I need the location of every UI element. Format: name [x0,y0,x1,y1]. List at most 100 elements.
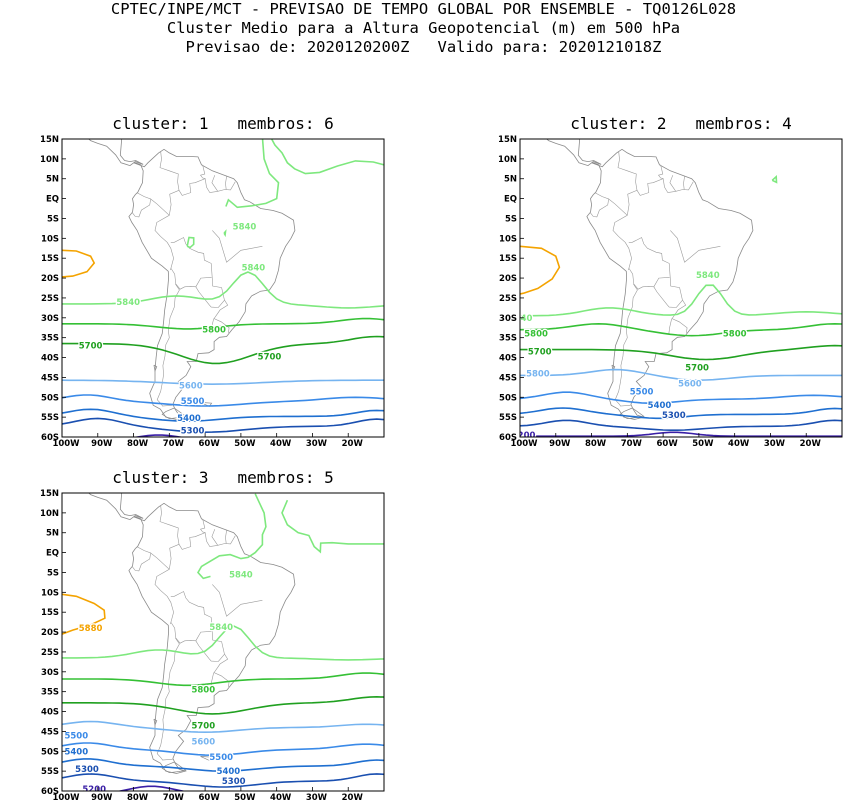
contour-label: 5840 [233,222,257,232]
contour-label: 5600 [191,737,215,747]
contour-label: 5700 [79,342,103,352]
contour-line [197,493,267,580]
contour-line [62,593,106,635]
lon-tick-label: 80W [127,439,149,449]
lon-tick-label: 60W [199,439,221,449]
lon-tick-label: 90W [549,439,571,449]
contour-line [771,174,778,184]
contour-label: 5400 [64,747,88,757]
lat-tick-label: 25S [41,648,59,658]
header-dates: Previsao de: 2020120200Z Valido para: 20… [185,38,662,56]
contour-label: 5200 [82,785,106,795]
contour-line [520,431,842,437]
map-frame [519,138,843,438]
contour-label: 5880 [79,624,103,634]
contour-label: 5700 [528,348,552,358]
lat-tick-label: 55S [41,413,59,423]
contour-line [62,417,384,434]
contour-line [520,245,561,295]
contour-line [520,419,842,432]
panel-3-title: cluster: 3 membros: 5 [112,468,334,487]
contour-line [281,499,384,554]
contour-labels: 5840 5880 5840 5800 5700 5500 5600 5400 5500 5300… [63,569,254,795]
contour-line [520,368,842,382]
lat-tick-label: 10N [40,155,59,165]
lon-tick-label: 50W [692,439,714,449]
lat-tick-label: 10N [498,155,517,165]
contour-label: 5800 [202,326,226,336]
lat-tick-label: 10N [40,509,59,519]
lat-tick-label: 5N [46,175,59,185]
land-outline [88,139,296,420]
contour-label: 5700 [258,353,282,363]
lat-tick-label: 10S [41,234,59,244]
contour-label: 5800 [723,330,747,340]
contour-label: 5600 [179,381,203,391]
lat-tick-label: EQ [46,195,59,205]
lat-tick-label: 50S [41,747,59,757]
axis-ticks: 15N 10N 5N EQ 5S 10S 15S 20S 25S 30S 35S 40S 45S 50S 5… [498,135,821,449]
lat-tick-label: EQ [46,549,59,559]
lat-tick-label: 10S [41,588,59,598]
lat-tick-label: 25S [499,294,517,304]
lon-tick-label: 50W [234,439,256,449]
lat-tick-label: 15S [499,254,517,264]
contour-line [62,695,384,715]
lat-tick-label: 25S [41,294,59,304]
contour-line [62,625,384,661]
contour-line [223,229,227,238]
lat-tick-label: 45S [41,727,59,737]
contour-labels: 5840 5840 5840 5800 5700 5700 5600 5500 5400 5300 [78,221,283,437]
lon-tick-label: 80W [127,793,149,803]
lat-tick-label: 60S [499,433,517,443]
contour-line [62,408,384,422]
contour-lines [62,139,384,437]
lat-tick-label: 5S [505,214,517,224]
contour-line [62,335,384,365]
land-outline [88,493,296,774]
lat-tick-label: 20S [41,628,59,638]
lon-tick-label: 60W [657,439,679,449]
contour-label: 5840 [242,263,266,273]
lat-tick-label: 30S [41,314,59,324]
lat-tick-label: 30S [499,314,517,324]
panel-2-title: cluster: 2 membros: 4 [570,114,792,133]
lon-tick-label: 100W [52,439,80,449]
contour-lines [520,174,842,437]
contour-label: 5300 [75,765,99,775]
lon-tick-label: 30W [306,793,328,803]
lat-tick-label: 30S [41,668,59,678]
contour-label: 5500 [181,397,205,407]
lon-tick-label: 40W [728,439,750,449]
lon-tick-label: 70W [163,793,185,803]
lat-tick-label: 20S [41,274,59,284]
lon-tick-label: 80W [585,439,607,449]
lat-tick-label: 15N [498,135,517,145]
lat-tick-label: 5N [46,529,59,539]
axis-ticks: 15N 10N 5N EQ 5S 10S 15S 20S 25S 30S 35S 40S 45S 50S 5… [40,489,363,803]
contour-line [520,407,842,420]
lon-tick-label: 30W [306,439,328,449]
contour-line [520,284,842,317]
contour-label: 5300 [181,427,205,437]
contour-label: 5700 [191,721,215,731]
lon-tick-label: 40W [270,439,292,449]
lon-tick-label: 40W [270,793,292,803]
lon-tick-label: 90W [91,439,113,449]
lat-tick-label: 50S [41,393,59,403]
axis-ticks: 15N 10N 5N EQ 5S 10S 15S 20S 25S 30S 35S 40S 45S 50S 5… [40,135,363,449]
contour-label: 5400 [648,401,672,411]
lat-tick-label: 40S [41,708,59,718]
contour-line [62,758,384,772]
contour-label: 5840 [116,298,140,308]
contour-line [62,249,96,278]
lat-tick-label: 35S [499,334,517,344]
contour-label: 5840 [696,271,720,281]
contour-label: 5200 [512,431,536,441]
lat-tick-label: 45S [41,373,59,383]
lon-tick-label: 70W [621,439,643,449]
contour-label: 5500 [630,387,654,397]
